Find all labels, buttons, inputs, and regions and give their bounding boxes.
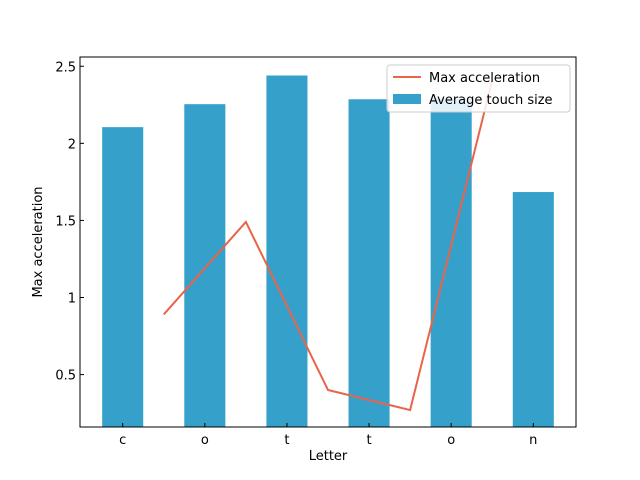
y-tick-label: 1.5	[55, 214, 76, 229]
x-axis-label: Letter	[309, 449, 348, 464]
y-axis-label: Max acceleration	[31, 186, 46, 297]
legend-box	[386, 64, 571, 113]
bar	[102, 127, 144, 427]
legend: Max acceleration Average touch size	[386, 64, 571, 113]
x-tick-label: c	[119, 433, 126, 448]
line	[163, 79, 494, 412]
legend-label: Max acceleration	[429, 71, 540, 86]
y-tick-label: 2	[68, 137, 76, 152]
y-tick-label: 0.5	[55, 369, 76, 384]
legend-label: Average touch size	[429, 93, 553, 108]
y-tick-label: 1	[68, 292, 76, 307]
legend-swatch	[393, 94, 421, 104]
bar	[430, 98, 472, 427]
x-tick-label: t	[284, 433, 289, 448]
y-tick-label: 2.5	[55, 60, 76, 75]
bar	[266, 75, 308, 427]
x-tick-label: o	[201, 433, 209, 448]
bar	[512, 192, 554, 427]
bar	[184, 104, 226, 428]
bar	[348, 99, 390, 427]
x-tick-label: o	[447, 433, 455, 448]
plot-frame	[79, 56, 577, 428]
x-tick-label: n	[529, 433, 537, 448]
x-tick-label: t	[367, 433, 372, 448]
